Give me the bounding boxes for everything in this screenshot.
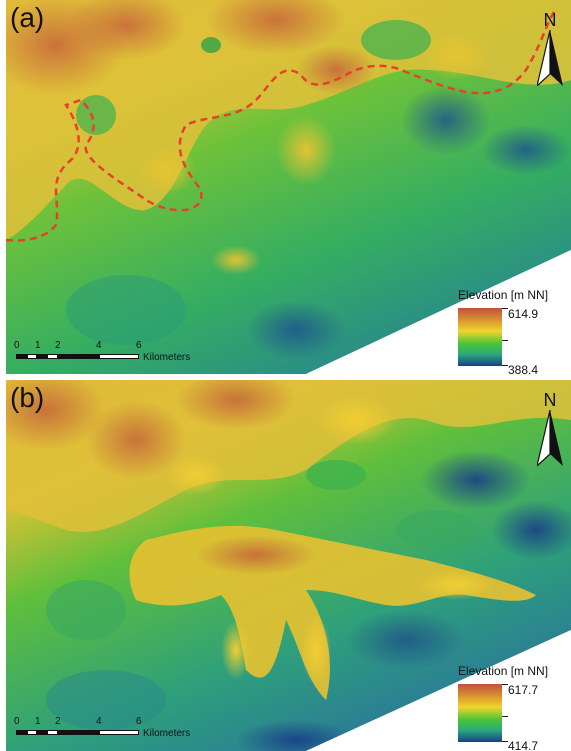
scale-tick: 6	[136, 340, 142, 351]
legend-color-ramp	[458, 684, 502, 742]
scale-tick: 2	[55, 716, 61, 727]
north-arrow-icon	[537, 30, 563, 86]
north-arrow-letter: N	[543, 390, 557, 410]
scale-tick: 4	[96, 716, 102, 727]
scale-tick: 0	[14, 716, 20, 727]
legend-min-value: 414.7	[508, 739, 539, 751]
legend-max-value: 617.7	[508, 683, 539, 697]
boundary-line	[6, 11, 556, 242]
legend-color-ramp	[458, 308, 502, 366]
scale-tick: 6	[136, 716, 142, 727]
scale-tick: 1	[35, 340, 41, 351]
scale-bar-a: 0 1 2 4 6 Kilometers	[6, 340, 216, 374]
panel-label-b: (b)	[10, 382, 45, 413]
scale-unit: Kilometers	[143, 352, 191, 363]
legend-max-value: 614.9	[508, 307, 539, 321]
panel-label-a: (a)	[10, 2, 45, 33]
scale-tick: 4	[96, 340, 102, 351]
scale-tick: 1	[35, 716, 41, 727]
legend-title: Elevation [m NN]	[458, 664, 549, 678]
elevation-legend-a: Elevation [m NN] 614.9 388.4	[458, 288, 568, 374]
legend-title: Elevation [m NN]	[458, 288, 549, 302]
scale-tick: 2	[55, 340, 61, 351]
scale-bar-b: 0 1 2 4 6 Kilometers	[6, 716, 216, 750]
elevation-map-a	[6, 0, 571, 374]
map-panel-a: (a) N Elevation [m NN] 614.9 388.4 0 1 2…	[6, 0, 571, 374]
legend-min-value: 388.4	[508, 363, 539, 374]
scale-unit: Kilometers	[143, 728, 191, 739]
north-arrow-letter: N	[543, 10, 557, 30]
elevation-legend-b: Elevation [m NN] 617.7 414.7	[458, 664, 568, 751]
north-arrow-a: N	[533, 10, 567, 88]
scale-tick: 0	[14, 340, 20, 351]
north-arrow-b: N	[533, 390, 567, 468]
map-panel-b: (b) N Elevation [m NN] 617.7 414.7 0 1 2…	[6, 380, 571, 751]
north-arrow-icon	[537, 410, 563, 466]
